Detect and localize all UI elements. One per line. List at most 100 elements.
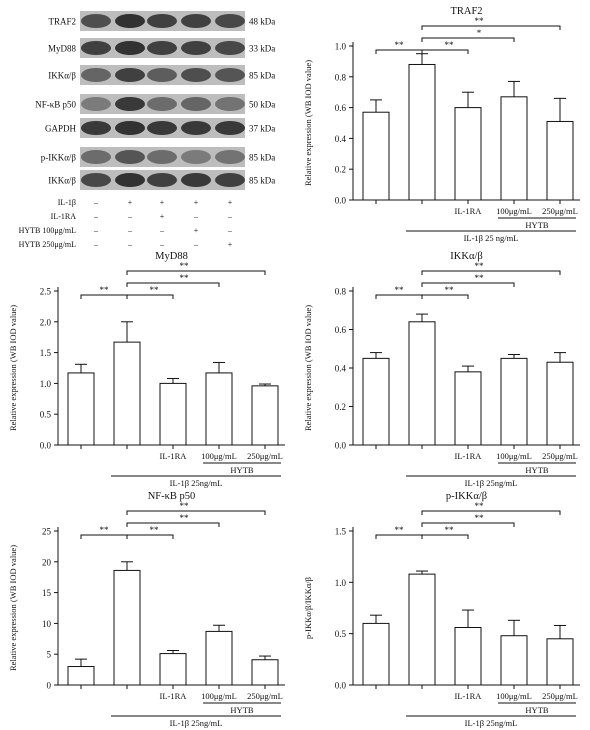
condition-mark: + — [228, 198, 233, 207]
y-tick-label: 0.6 — [335, 103, 347, 113]
condition-mark: – — [127, 212, 133, 221]
y-tick-label: 1.0 — [335, 42, 347, 52]
y-axis-label: Relative expression (WB IOD value) — [303, 305, 313, 431]
blot-size-label: 85 kDa — [249, 71, 275, 81]
condition-mark: – — [193, 240, 199, 249]
condition-mark: – — [227, 212, 233, 221]
blot-band — [115, 173, 145, 187]
chart-title: NF-κB p50 — [148, 491, 196, 502]
blot-band — [81, 97, 111, 111]
blot-band — [81, 150, 111, 164]
blot-size-label: 37 kDa — [249, 124, 275, 134]
y-axis-label: p-IKKα/β/IKKα/β — [303, 577, 313, 639]
condition-mark: – — [159, 240, 165, 249]
y-tick-label: 0.0 — [40, 441, 52, 451]
y-tick-label: 0.6 — [335, 325, 347, 335]
bar — [159, 653, 187, 686]
significance-label: ** — [445, 285, 455, 295]
significance-label: ** — [395, 285, 405, 295]
significance-label: ** — [180, 261, 190, 271]
x-tick-label: IL-1RA — [455, 451, 483, 461]
blot-size-label: 48 kDa — [249, 17, 275, 27]
blot-band — [147, 41, 177, 55]
y-tick-label: 25 — [42, 527, 52, 537]
blot-band — [215, 150, 245, 164]
condition-mark: – — [159, 226, 165, 235]
bar — [546, 638, 574, 686]
treatment-label: IL-1β 25ng/mL — [170, 478, 223, 488]
condition-label: IL-1β — [58, 198, 76, 207]
blot-band — [215, 97, 245, 111]
significance-label: ** — [395, 525, 405, 535]
condition-mark: + — [228, 240, 233, 249]
y-axis-label: Relative expression (WB IOD value) — [8, 545, 18, 671]
condition-label: IL-1RA — [51, 212, 77, 221]
significance-label: ** — [150, 525, 160, 535]
x-tick-label: 250μg/mL — [542, 451, 578, 461]
y-tick-label: 15 — [42, 588, 52, 598]
significance-bracket — [126, 282, 220, 287]
chart-nfkb-p50: NF-κB p50 0 5 10 15 20 25 Relative expression (… — [8, 491, 285, 728]
treatment-label: IL-1β 25 ng/mL — [464, 233, 519, 243]
y-tick-label: 1.0 — [335, 578, 347, 588]
chart-title: p-IKKα/β — [446, 491, 487, 502]
y-tick-label: 0.8 — [335, 72, 347, 82]
condition-mark: + — [160, 198, 165, 207]
bar — [362, 357, 390, 446]
y-tick-label: 1.0 — [40, 379, 52, 389]
y-tick-label: 0.2 — [335, 165, 346, 175]
significance-label: ** — [475, 16, 485, 26]
condition-label: HYTB 250μg/mL — [19, 240, 77, 249]
blot-band — [181, 41, 211, 55]
condition-label: HYTB 100μg/mL — [19, 226, 77, 235]
blot-band — [147, 68, 177, 82]
significance-bracket — [421, 37, 515, 42]
blot-band — [215, 121, 245, 135]
blot-band — [81, 68, 111, 82]
significance-bracket — [126, 510, 266, 515]
blot-size-label: 85 kDa — [249, 153, 275, 163]
condition-mark: + — [194, 198, 199, 207]
y-tick-label: 20 — [42, 557, 52, 567]
blot-size-label: 33 kDa — [249, 44, 275, 54]
significance-bracket — [80, 294, 128, 299]
hytb-group-label: HYTB — [525, 705, 548, 715]
blot-protein-label: GAPDH — [45, 124, 77, 134]
significance-label: ** — [475, 513, 485, 523]
bar — [205, 630, 233, 686]
condition-mark: – — [127, 226, 133, 235]
blot-band — [215, 41, 245, 55]
y-tick-label: 10 — [42, 619, 52, 629]
blot-band — [181, 173, 211, 187]
blot-band — [181, 121, 211, 135]
significance-label: ** — [180, 513, 190, 523]
bar — [408, 63, 436, 201]
bar — [454, 371, 482, 446]
blot-band — [181, 14, 211, 28]
bar — [67, 372, 95, 446]
chart-title: MyD88 — [155, 251, 188, 262]
y-tick-label: 0.0 — [335, 441, 347, 451]
y-axis-label: Relative expression (WB IOD value) — [303, 60, 313, 186]
significance-label: ** — [475, 501, 485, 511]
western-blot-panel: TRAF2 48 kDa MyD88 33 kDa IKKα/β 85 kDa NF-κB … — [19, 11, 275, 249]
condition-mark: – — [93, 198, 99, 207]
blot-band — [81, 121, 111, 135]
chart-title: TRAF2 — [450, 6, 482, 17]
hytb-group-label: HYTB — [525, 220, 548, 230]
blot-band — [81, 14, 111, 28]
significance-bracket — [80, 534, 128, 539]
bar — [546, 361, 574, 446]
blot-size-label: 85 kDa — [249, 176, 275, 186]
chart-myd88: MyD88 0.0 0.5 1.0 1.5 2.0 2.5 Relative expressi… — [8, 251, 285, 488]
bar — [205, 372, 233, 446]
blot-protein-label: p-IKKα/β — [41, 153, 77, 163]
bar — [159, 382, 187, 446]
x-tick-label: IL-1RA — [455, 206, 483, 216]
significance-label: ** — [180, 501, 190, 511]
bar — [500, 635, 528, 686]
y-tick-label: 1.5 — [40, 348, 52, 358]
condition-mark: – — [227, 226, 233, 235]
blot-band — [215, 173, 245, 187]
significance-label: ** — [100, 285, 110, 295]
